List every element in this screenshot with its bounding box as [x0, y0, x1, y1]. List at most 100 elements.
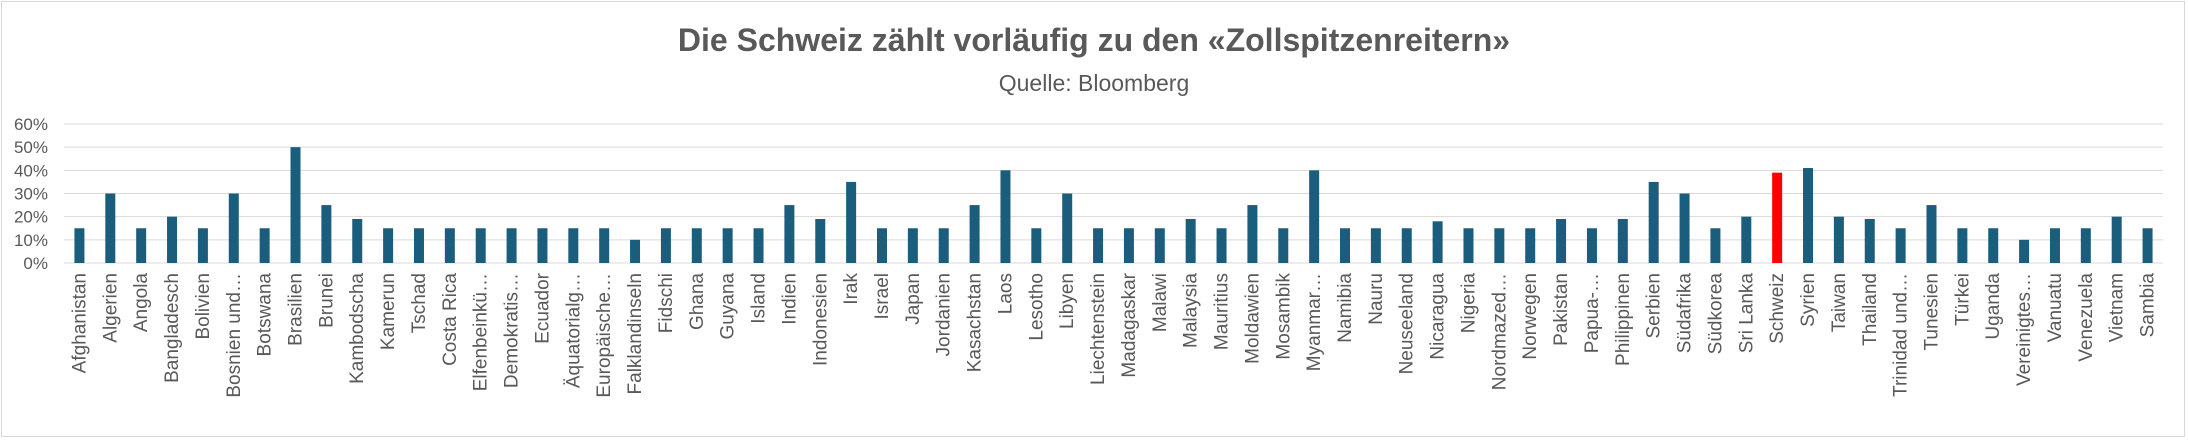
- gridlines: [64, 123, 2163, 264]
- x-tick-label: Elfenbeinkü…: [471, 273, 492, 391]
- bar-35: [1154, 228, 1165, 263]
- x-tick-label: Indonesien: [810, 273, 831, 366]
- x-tick-label: Botswana: [255, 273, 276, 357]
- x-tick-label: Kamerun: [378, 273, 399, 350]
- bar-60: [1926, 205, 1937, 263]
- bar-52: [1679, 193, 1690, 263]
- x-tick-label: Tschad: [409, 273, 430, 333]
- bar-31: [1031, 228, 1042, 263]
- x-tick-label: Israel: [872, 273, 893, 319]
- x-tick-label: Malawi: [1150, 273, 1171, 332]
- y-tick-label: 40%: [14, 161, 48, 180]
- x-tick-label: Uganda: [1983, 273, 2004, 340]
- x-tick-label: Kasachstan: [965, 273, 986, 372]
- y-tick-label: 20%: [14, 208, 48, 227]
- bar-32: [1062, 193, 1073, 263]
- x-tick-label: Nigeria: [1458, 273, 1479, 334]
- bar-30: [1000, 170, 1011, 263]
- bar-0: [74, 228, 85, 263]
- x-tick-label: Mosambik: [1273, 273, 1294, 360]
- x-tick-label: Neuseeland: [1397, 273, 1418, 374]
- y-tick-label: 30%: [14, 185, 48, 204]
- bar-14: [506, 228, 517, 263]
- bar-8: [321, 205, 332, 263]
- bar-42: [1370, 228, 1381, 263]
- y-tick-label: 60%: [14, 115, 48, 134]
- x-tick-label: Serbien: [1644, 273, 1665, 339]
- y-tick-label: 50%: [14, 138, 48, 157]
- x-tick-label: Pakistan: [1551, 273, 1572, 346]
- x-tick-label: Liechtenstein: [1088, 273, 1109, 385]
- bar-57: [1833, 216, 1844, 263]
- x-axis-ticks: Afghanistan Algerien Angola Bangladesch Boli…: [69, 272, 2158, 397]
- x-tick-label: Mauritius: [1212, 273, 1233, 350]
- bar-19: [660, 228, 671, 263]
- bar-64: [2049, 228, 2060, 263]
- bar-28: [938, 228, 949, 263]
- bar-9: [352, 218, 363, 263]
- x-tick-label: Island: [749, 273, 770, 324]
- bar-65: [2080, 228, 2091, 263]
- bar-11: [413, 228, 424, 263]
- x-tick-label: Algerien: [100, 273, 121, 343]
- x-tick-label: Lesotho: [1026, 273, 1047, 341]
- x-tick-label: Libyen: [1057, 273, 1078, 329]
- x-tick-label: Schweiz: [1767, 273, 1788, 344]
- x-tick-label: Indien: [779, 273, 800, 325]
- bar-18: [630, 239, 641, 263]
- bar-26: [876, 228, 887, 263]
- x-tick-label: Brasilien: [286, 273, 307, 346]
- bar-12: [444, 228, 455, 263]
- x-tick-label: Vereinigtes…: [2014, 273, 2035, 386]
- bar-39: [1278, 228, 1289, 263]
- x-tick-label: Sri Lanka: [1736, 273, 1757, 354]
- bar-1: [105, 193, 116, 263]
- x-tick-label: Vietnam: [2107, 273, 2128, 342]
- y-tick-label: 10%: [14, 231, 48, 250]
- x-tick-label: Ghana: [687, 273, 708, 330]
- x-tick-label: Madagaskar: [1119, 272, 1140, 377]
- bar-24: [815, 218, 826, 263]
- bar-6: [259, 228, 270, 263]
- chart-subtitle: Quelle: Bloomberg: [998, 70, 1190, 96]
- x-tick-label: Trinidad und…: [1891, 273, 1912, 397]
- bar-20: [691, 228, 702, 263]
- bar-10: [383, 228, 394, 263]
- bar-61: [1957, 228, 1968, 263]
- bar-33: [1093, 228, 1104, 263]
- x-tick-label: Costa Rica: [440, 273, 461, 366]
- x-tick-label: Thailand: [1860, 273, 1881, 346]
- x-tick-label: Irak: [841, 273, 862, 305]
- bar-49: [1586, 228, 1597, 263]
- bar-56: [1803, 168, 1814, 263]
- bar-67: [2142, 228, 2153, 263]
- bar-27: [907, 228, 918, 263]
- bar-29: [969, 205, 980, 263]
- x-tick-label: Fidschi: [656, 273, 677, 333]
- bar-58: [1864, 218, 1875, 263]
- bar-17: [599, 228, 610, 263]
- bar-25: [846, 181, 857, 263]
- x-tick-label: Bolivien: [193, 273, 214, 340]
- bar-48: [1556, 218, 1567, 263]
- bar-22: [753, 228, 764, 263]
- y-tick-label: 0%: [23, 254, 48, 273]
- x-tick-label: Jordanien: [934, 273, 955, 356]
- x-tick-label: Südafrika: [1675, 273, 1696, 354]
- x-tick-label: Moldawien: [1242, 273, 1263, 364]
- x-tick-label: Angola: [131, 273, 152, 333]
- x-tick-label: Tunesien: [1921, 273, 1942, 350]
- bar-40: [1309, 170, 1320, 263]
- bar-47: [1525, 228, 1536, 263]
- bar-3: [167, 216, 178, 263]
- bar-54: [1741, 216, 1752, 263]
- bar-36: [1185, 218, 1196, 263]
- x-tick-label: Philippinen: [1613, 273, 1634, 366]
- bar-63: [2019, 239, 2030, 263]
- x-tick-label: Nauru: [1366, 273, 1387, 325]
- x-tick-label: Europäische…: [594, 273, 615, 398]
- bar-43: [1401, 228, 1412, 263]
- bar-23: [784, 205, 795, 263]
- x-tick-label: Guyana: [718, 273, 739, 340]
